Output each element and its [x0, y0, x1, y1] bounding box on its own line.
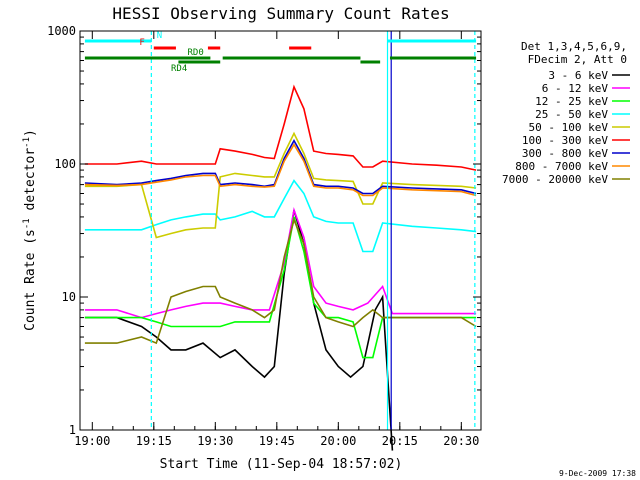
chart-title: HESSI Observing Summary Count Rates [112, 4, 449, 23]
legend-label-2: 12 - 25 keV [535, 95, 608, 108]
x-tick-label-4: 20:00 [320, 434, 356, 448]
y-axis-label-main: Count Rate (s [23, 229, 38, 331]
legend-header-0: Det 1,3,4,5,6,9, [521, 40, 627, 53]
series-line-5 [84, 84, 477, 171]
series-line-7 [84, 143, 477, 197]
x-tick-label-2: 19:30 [197, 434, 233, 448]
x-tick-label-5: 20:15 [382, 434, 418, 448]
legend: Det 1,3,4,5,6,9,FDecim 2, Att 0 3 - 6 keV… [502, 40, 630, 186]
legend-label-3: 25 - 50 keV [535, 108, 608, 121]
y-tick-label-2: 100 [54, 157, 76, 171]
legend-label-6: 300 - 800 keV [522, 147, 608, 160]
x-tick-label-3: 19:45 [259, 434, 295, 448]
y-axis-label-sup2: -1 [22, 137, 32, 148]
flag-label-0: N [157, 31, 162, 41]
y-tick-label-0: 1 [69, 423, 76, 437]
legend-label-0: 3 - 6 keV [548, 69, 608, 82]
series-line-1 [84, 207, 477, 319]
y-axis-label-mid: detector [23, 148, 38, 219]
y-tick-label-1: 10 [62, 290, 76, 304]
series-line-4 [84, 131, 477, 239]
flag-label-2: RD0 [187, 48, 203, 58]
legend-label-8: 7000 - 20000 keV [502, 173, 608, 186]
date-stamp: 9-Dec-2009 17:38 [559, 469, 636, 478]
flag-label-3: RD4 [171, 64, 187, 74]
legend-label-1: 6 - 12 keV [542, 82, 609, 95]
x-tick-label-0: 19:00 [74, 434, 110, 448]
y-tick-label-3: 1000 [47, 24, 76, 38]
series-line-3 [84, 179, 477, 253]
x-axis-label: Start Time (11-Sep-04 18:57:02) [160, 457, 403, 472]
y-axis-label-end: ) [23, 129, 38, 137]
legend-header-1: FDecim 2, Att 0 [528, 53, 627, 66]
legend-label-5: 100 - 300 keV [522, 134, 608, 147]
x-tick-label-1: 19:15 [136, 434, 172, 448]
legend-label-7: 800 - 7000 keV [515, 160, 608, 173]
series-line-0 [84, 209, 394, 451]
x-tick-label-6: 20:30 [443, 434, 479, 448]
series-line-2 [84, 216, 477, 359]
legend-label-4: 50 - 100 keV [529, 121, 609, 134]
y-axis-label-sup1: -1 [22, 218, 32, 229]
y-axis-label: Count Rate (s-1 detector-1) [22, 129, 38, 331]
flag-label-1: F [139, 38, 144, 48]
series-line-8 [84, 217, 477, 345]
series-line-6 [84, 138, 477, 195]
plot-frame [79, 30, 482, 431]
